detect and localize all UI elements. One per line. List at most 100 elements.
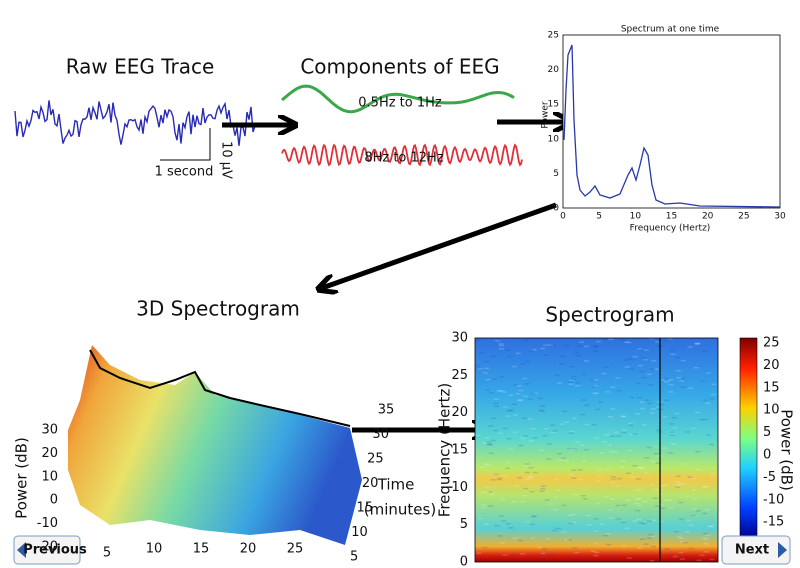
heatmap-speck (484, 437, 490, 439)
heatmap-speck (572, 417, 578, 420)
heatmap-speck (639, 401, 645, 403)
spectrogram-3d-title: 3D Spectrogram (136, 297, 300, 321)
heatmap-speck (656, 455, 662, 457)
heatmap-speck (624, 341, 630, 343)
heatmap-speck (663, 484, 669, 486)
heatmap-speck (616, 435, 622, 437)
heatmap-speck (644, 457, 650, 459)
heatmap-speck (481, 504, 487, 506)
heatmap-speck (508, 409, 514, 412)
heatmap-speck (626, 358, 632, 360)
heatmap-speck (589, 379, 595, 381)
heatmap-speck (695, 342, 701, 345)
heatmap-speck (499, 376, 505, 378)
heatmap-speck (499, 343, 504, 345)
heatmap-speck (576, 345, 582, 347)
heatmap-speck (644, 471, 650, 474)
heatmap-speck (483, 463, 489, 465)
heatmap-speck (646, 373, 652, 376)
heatmap-speck (610, 476, 616, 478)
next-button[interactable]: Next (721, 535, 791, 565)
heatmap-speck (595, 340, 601, 343)
heatmap-speck (543, 344, 549, 346)
button-icon (778, 542, 787, 558)
heatmap-speck (685, 431, 690, 433)
heatmap-speck (497, 535, 503, 537)
heatmap-speck (517, 477, 522, 479)
heatmap-speck (505, 415, 511, 417)
heatmap-speck (651, 545, 656, 548)
heatmap-speck (489, 392, 495, 394)
heatmap-speck (549, 554, 555, 556)
heatmap-speck (664, 399, 670, 402)
heatmap-speck (477, 367, 483, 370)
heatmap-speck (691, 514, 697, 517)
heatmap-speck (475, 365, 481, 367)
heatmap-speck (610, 435, 616, 437)
heatmap-speck (525, 383, 530, 385)
tick-label: 10 (763, 403, 780, 418)
heatmap-speck (611, 478, 617, 481)
heatmap-speck (610, 555, 616, 557)
heatmap-speck (528, 477, 534, 480)
spectrum-line (563, 44, 781, 208)
heatmap-speck (570, 448, 576, 451)
heatmap-speck (680, 482, 686, 485)
heatmap-speck (531, 348, 537, 351)
heatmap-speck (592, 346, 598, 348)
heatmap-speck (594, 551, 600, 554)
heatmap-speck (639, 467, 645, 470)
heatmap-speck (679, 380, 685, 382)
heatmap-speck (651, 519, 657, 521)
heatmap-speck (546, 443, 552, 445)
heatmap-speck (483, 523, 489, 525)
heatmap-speck (640, 538, 645, 540)
heatmap-speck (682, 463, 688, 465)
heatmap-speck (512, 537, 518, 539)
heatmap-speck (680, 377, 686, 380)
scale-bar (160, 128, 211, 161)
heatmap-speck (695, 450, 701, 453)
heatmap-speck (603, 534, 608, 537)
heatmap-speck (667, 338, 673, 340)
heatmap-speck (675, 481, 681, 484)
heatmap-speck (637, 504, 643, 507)
heatmap-speck (667, 554, 673, 556)
heatmap-speck (502, 406, 508, 408)
heatmap-speck (628, 422, 633, 425)
heatmap-speck (702, 512, 708, 515)
heatmap-speck (597, 469, 603, 471)
heatmap-speck (508, 527, 514, 529)
heatmap-speck (655, 462, 661, 464)
heatmap-speck (643, 349, 649, 351)
spectrogram-y-label: Frequency (Hertz) (436, 383, 454, 517)
heatmap-speck (579, 444, 585, 446)
heatmap-speck (524, 478, 530, 481)
heatmap-speck (678, 501, 684, 504)
heatmap-speck (637, 364, 643, 367)
heatmap-speck (593, 345, 599, 347)
tick-label: -15 (763, 515, 784, 530)
heatmap-speck (583, 345, 589, 348)
heatmap-speck (498, 390, 504, 392)
heatmap-speck (511, 554, 517, 557)
tick-label: 10 (351, 525, 368, 540)
heatmap-speck (577, 469, 583, 471)
tick-label: 15 (357, 501, 374, 516)
heatmap-speck (654, 505, 660, 507)
heatmap-speck (584, 404, 590, 406)
heatmap-speck (594, 437, 600, 439)
heatmap-speck (652, 497, 658, 499)
tick-label: 25 (287, 542, 304, 557)
heatmap-speck (636, 518, 642, 520)
heatmap-speck (554, 374, 560, 376)
heatmap-speck (624, 366, 630, 368)
previous-button[interactable]: Previous (13, 535, 87, 565)
heatmap-speck (583, 558, 589, 561)
heatmap-speck (616, 477, 622, 480)
heatmap-speck (671, 443, 677, 445)
heatmap-speck (540, 552, 546, 555)
heatmap-speck (604, 495, 610, 498)
heatmap-speck (693, 367, 699, 369)
heatmap-speck (686, 519, 691, 522)
